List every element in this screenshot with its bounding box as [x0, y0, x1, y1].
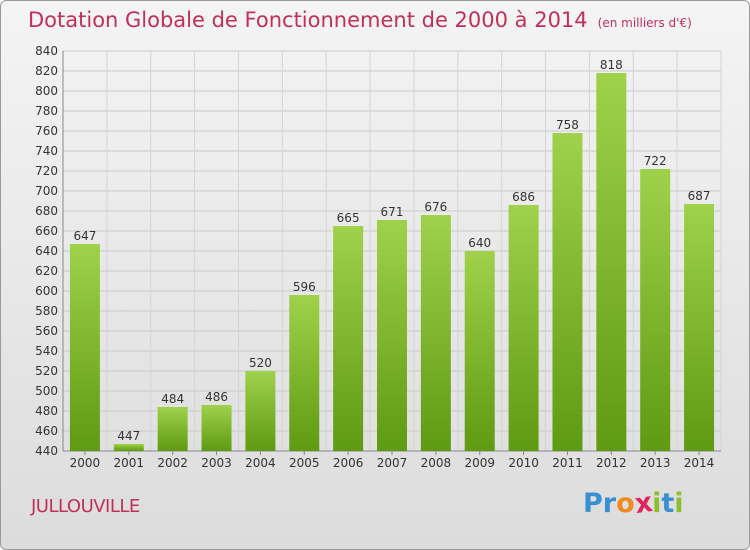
- commune-name: JULLOUVILLE: [31, 496, 140, 517]
- data-label-2012: 818: [600, 58, 623, 72]
- x-tick-label-2009: 2009: [464, 456, 495, 470]
- chart-subtitle: (en milliers d'€): [597, 16, 692, 30]
- x-tick-label-2004: 2004: [245, 456, 276, 470]
- bars: [69, 73, 715, 451]
- data-labels: 647 447 484 486 520 596 665 671 676 640 686 758 818 7…: [73, 58, 710, 443]
- x-tick-label-2010: 2010: [508, 456, 539, 470]
- y-tick-label: 500: [35, 384, 58, 398]
- bar-2013: [640, 169, 671, 451]
- bar-2005: [289, 295, 320, 451]
- bar-2004: [245, 371, 276, 451]
- logo-letter: o: [616, 488, 635, 519]
- bar-2014: [684, 204, 715, 451]
- bar-2011: [552, 133, 583, 451]
- y-tick-label: 480: [35, 404, 58, 418]
- y-tick-label: 580: [35, 304, 58, 318]
- data-label-2008: 676: [424, 200, 447, 214]
- axes: 440 460 480 500 520 540 560 580 600 620 640 660 680 7…: [35, 44, 721, 470]
- logo-letter: r: [602, 488, 617, 519]
- bar-2001: [113, 444, 144, 451]
- data-label-2007: 671: [381, 205, 404, 219]
- logo-letter: i: [652, 488, 662, 519]
- y-tick-label: 460: [35, 424, 58, 438]
- y-tick-label: 660: [35, 224, 58, 238]
- logo-letter: P: [583, 488, 603, 519]
- x-tick-label-2000: 2000: [70, 456, 101, 470]
- chart-title-text: Dotation Globale de Fonctionnement de 20…: [28, 8, 588, 32]
- y-tick-label: 700: [35, 184, 58, 198]
- x-tick-label-2011: 2011: [552, 456, 583, 470]
- y-tick-label: 540: [35, 344, 58, 358]
- y-tick-label: 720: [35, 164, 58, 178]
- data-label-2010: 686: [512, 190, 535, 204]
- x-tick-label-2008: 2008: [421, 456, 452, 470]
- bar-2006: [333, 226, 364, 451]
- proxiti-logo[interactable]: Proxiti: [583, 486, 684, 521]
- data-label-2005: 596: [293, 280, 316, 294]
- logo-letter: i: [674, 488, 684, 519]
- x-tick-label-2012: 2012: [596, 456, 627, 470]
- y-tick-label: 760: [35, 124, 58, 138]
- bar-2002: [157, 407, 188, 451]
- y-tick-label: 600: [35, 284, 58, 298]
- data-label-2002: 484: [161, 392, 184, 406]
- y-tick-label: 640: [35, 244, 58, 258]
- data-label-2004: 520: [249, 356, 272, 370]
- x-tick-label-2001: 2001: [114, 456, 145, 470]
- bar-2007: [377, 220, 407, 451]
- x-tick-label-2013: 2013: [640, 456, 671, 470]
- y-tick-label: 740: [35, 144, 58, 158]
- y-tick-label: 440: [35, 444, 58, 458]
- x-tick-label-2003: 2003: [201, 456, 232, 470]
- bar-2000: [69, 244, 100, 451]
- y-tick-label: 840: [35, 44, 58, 58]
- data-label-2013: 722: [644, 154, 667, 168]
- data-label-2014: 687: [688, 189, 711, 203]
- bar-2010: [508, 205, 539, 451]
- bar-2008: [420, 215, 451, 451]
- x-tick-label-2006: 2006: [333, 456, 364, 470]
- y-tick-label: 780: [35, 104, 58, 118]
- x-tick-label-2014: 2014: [684, 456, 715, 470]
- data-label-2001: 447: [117, 429, 140, 443]
- x-tick-label-2007: 2007: [377, 456, 408, 470]
- x-tick-label-2002: 2002: [157, 456, 188, 470]
- y-tick-label: 680: [35, 204, 58, 218]
- data-label-2011: 758: [556, 118, 579, 132]
- data-label-2009: 640: [468, 236, 491, 250]
- y-tick-label: 820: [35, 64, 58, 78]
- y-tick-label: 800: [35, 84, 58, 98]
- data-label-2006: 665: [337, 211, 360, 225]
- data-label-2003: 486: [205, 390, 228, 404]
- bar-2003: [201, 405, 232, 451]
- x-tick-label-2005: 2005: [289, 456, 320, 470]
- data-label-2000: 647: [73, 229, 96, 243]
- bar-2009: [464, 251, 495, 451]
- y-tick-label: 560: [35, 324, 58, 338]
- bar-2012: [596, 73, 627, 451]
- chart-title: Dotation Globale de Fonctionnement de 20…: [28, 8, 692, 32]
- y-tick-label: 520: [35, 364, 58, 378]
- logo-letter: t: [661, 488, 675, 519]
- y-tick-label: 620: [35, 264, 58, 278]
- logo-letter: x: [632, 486, 655, 521]
